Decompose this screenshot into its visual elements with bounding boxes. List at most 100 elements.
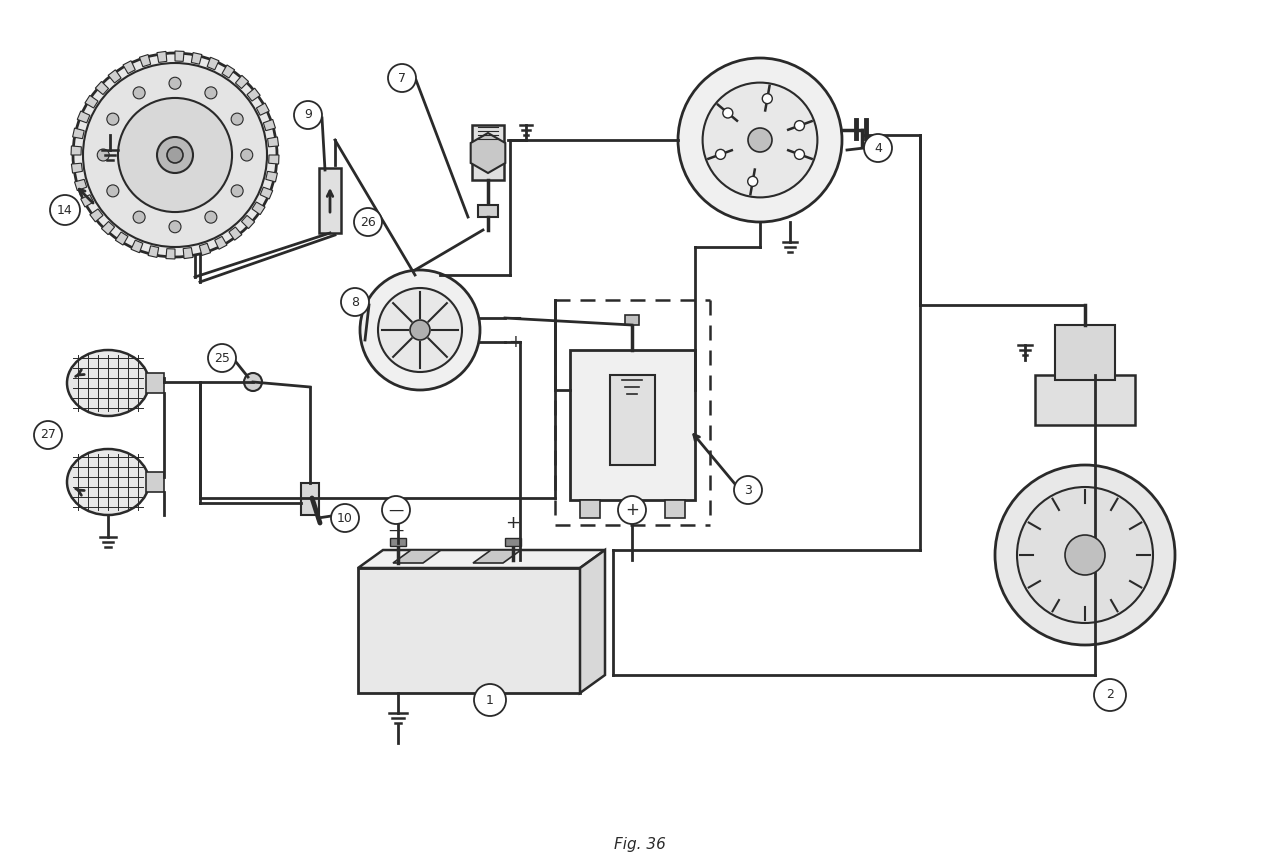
Bar [625, 315, 639, 325]
Text: +: + [625, 501, 639, 519]
Polygon shape [84, 95, 99, 108]
Polygon shape [101, 221, 115, 234]
Text: Fig. 36: Fig. 36 [614, 838, 666, 852]
Polygon shape [207, 57, 219, 69]
Text: 3: 3 [744, 483, 751, 496]
Circle shape [763, 94, 772, 103]
Circle shape [232, 113, 243, 125]
Text: −: − [508, 309, 522, 327]
Polygon shape [393, 550, 442, 563]
Circle shape [166, 147, 183, 163]
Ellipse shape [67, 350, 148, 416]
Circle shape [748, 128, 772, 152]
Bar [1036, 375, 1135, 425]
Circle shape [73, 53, 276, 257]
Circle shape [618, 496, 646, 524]
Polygon shape [471, 133, 506, 173]
Circle shape [232, 185, 243, 197]
Polygon shape [242, 215, 255, 228]
Polygon shape [183, 247, 193, 259]
Polygon shape [252, 202, 265, 214]
Polygon shape [90, 209, 102, 222]
Circle shape [169, 77, 180, 89]
Circle shape [294, 101, 323, 129]
Bar [358, 568, 580, 693]
Polygon shape [247, 89, 260, 101]
Polygon shape [256, 103, 269, 115]
Ellipse shape [67, 449, 148, 515]
Circle shape [207, 344, 236, 372]
Text: +: + [508, 333, 522, 351]
Text: 4: 4 [874, 141, 882, 155]
Polygon shape [95, 82, 109, 95]
Polygon shape [70, 146, 82, 155]
Polygon shape [108, 69, 122, 83]
Circle shape [133, 211, 145, 223]
Bar [146, 373, 164, 393]
Circle shape [381, 496, 410, 524]
Circle shape [340, 288, 369, 316]
Circle shape [703, 82, 818, 197]
Bar [580, 500, 600, 518]
Circle shape [133, 87, 145, 99]
Polygon shape [269, 155, 279, 164]
Circle shape [118, 98, 232, 212]
Polygon shape [166, 248, 175, 259]
Circle shape [995, 465, 1175, 645]
Polygon shape [236, 76, 248, 89]
Circle shape [410, 320, 430, 340]
Circle shape [205, 87, 216, 99]
Bar [390, 538, 406, 546]
Polygon shape [81, 194, 93, 207]
Text: 1: 1 [486, 694, 494, 707]
Polygon shape [131, 240, 143, 253]
Polygon shape [157, 51, 166, 62]
Polygon shape [474, 550, 521, 563]
Text: 8: 8 [351, 295, 358, 308]
Circle shape [388, 64, 416, 92]
Polygon shape [580, 550, 605, 693]
Bar [666, 500, 685, 518]
Bar [472, 125, 504, 180]
Circle shape [355, 208, 381, 236]
Text: 25: 25 [214, 352, 230, 365]
Polygon shape [221, 65, 234, 78]
Circle shape [1018, 487, 1153, 623]
Polygon shape [215, 236, 227, 249]
Text: +: + [506, 514, 521, 532]
Circle shape [716, 149, 726, 160]
Polygon shape [268, 137, 279, 147]
Circle shape [83, 63, 268, 247]
Polygon shape [358, 550, 605, 568]
Circle shape [97, 149, 109, 161]
Bar [319, 168, 340, 233]
Circle shape [795, 149, 804, 160]
Circle shape [169, 220, 180, 233]
Text: 9: 9 [305, 108, 312, 122]
Polygon shape [140, 55, 151, 67]
Polygon shape [115, 232, 128, 245]
Polygon shape [123, 61, 136, 74]
Circle shape [723, 108, 733, 118]
Circle shape [35, 421, 61, 449]
Polygon shape [148, 246, 159, 258]
Circle shape [678, 58, 842, 222]
Circle shape [205, 211, 216, 223]
Circle shape [106, 185, 119, 197]
Circle shape [864, 134, 892, 162]
Text: 2: 2 [1106, 688, 1114, 701]
Polygon shape [266, 171, 278, 182]
Text: —: — [388, 523, 403, 537]
Polygon shape [229, 227, 242, 240]
Circle shape [244, 373, 262, 391]
Polygon shape [260, 187, 273, 199]
Polygon shape [191, 53, 202, 64]
Text: 7: 7 [398, 71, 406, 84]
Circle shape [378, 288, 462, 372]
Circle shape [157, 137, 193, 173]
Text: 14: 14 [58, 203, 73, 216]
Polygon shape [72, 163, 82, 173]
Circle shape [106, 113, 119, 125]
Text: 26: 26 [360, 215, 376, 228]
Bar [570, 350, 695, 500]
